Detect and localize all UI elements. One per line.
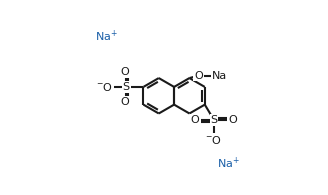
Text: O: O xyxy=(120,97,129,107)
Text: $^{-}$O: $^{-}$O xyxy=(96,81,113,93)
Text: Na$^{+}$: Na$^{+}$ xyxy=(216,156,239,171)
Text: O: O xyxy=(191,115,199,125)
Text: Na$^{+}$: Na$^{+}$ xyxy=(95,28,118,44)
Text: O: O xyxy=(194,71,203,81)
Text: $^{-}$O: $^{-}$O xyxy=(205,134,222,145)
Text: Na: Na xyxy=(212,71,227,81)
Text: O: O xyxy=(229,115,237,125)
Text: S: S xyxy=(211,115,217,125)
Text: S: S xyxy=(122,82,130,92)
Text: O: O xyxy=(120,67,129,77)
